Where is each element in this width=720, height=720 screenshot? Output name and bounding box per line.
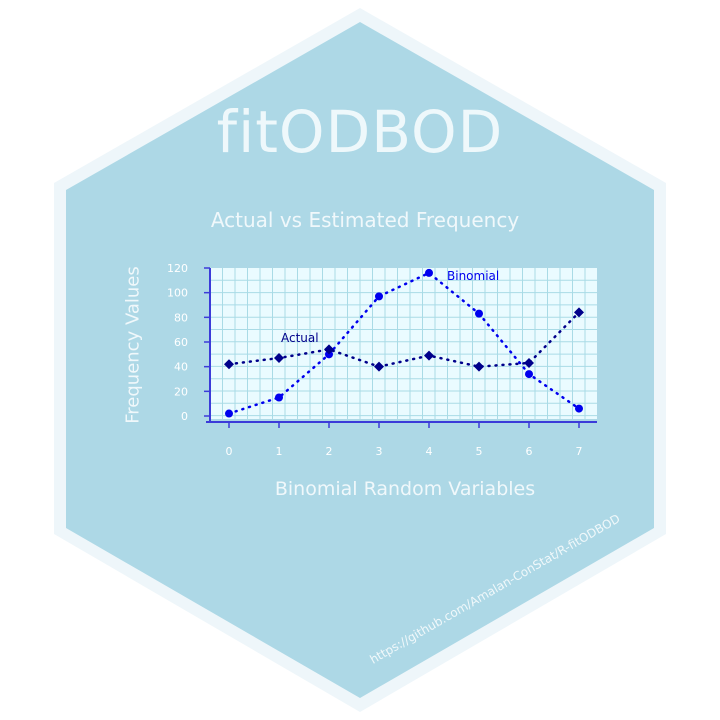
- actual-point: [424, 350, 434, 361]
- frequency-chart: 0 20 40 60 80 100 120 0 1 2 3 4 5 6 7 Actual Binomial: [167, 262, 597, 458]
- binomial-point: [525, 370, 533, 379]
- y-tick-label: 60: [174, 336, 188, 349]
- binomial-point: [475, 309, 483, 318]
- actual-point: [374, 361, 384, 372]
- y-tick-label: 80: [174, 311, 188, 324]
- y-tick-label: 20: [174, 385, 188, 398]
- binomial-series-line: [227, 271, 581, 415]
- x-tick-label: 3: [376, 445, 383, 458]
- x-tick-label: 2: [326, 445, 333, 458]
- y-axis-label: Frequency Values: [122, 266, 144, 424]
- actual-point: [524, 357, 534, 368]
- binomial-series-label: Binomial: [447, 269, 499, 283]
- x-tick-label: 7: [576, 445, 583, 458]
- x-tick-label: 1: [276, 445, 283, 458]
- actual-point: [474, 361, 484, 372]
- y-tick-label: 100: [167, 287, 188, 300]
- x-tick-label: 6: [526, 445, 533, 458]
- grid: [210, 268, 597, 419]
- x-tick-label: 4: [426, 445, 433, 458]
- actual-point: [274, 353, 284, 364]
- binomial-point: [425, 268, 433, 277]
- actual-point: [574, 307, 584, 318]
- y-tick-label: 40: [174, 361, 188, 374]
- y-tick-label: 120: [167, 262, 188, 275]
- binomial-point: [225, 409, 233, 418]
- sticker-title: fitODBOD: [216, 98, 504, 166]
- actual-point: [324, 344, 334, 355]
- plot-area: [210, 268, 597, 419]
- chart-title: Actual vs Estimated Frequency: [210, 208, 520, 232]
- x-axis-label: Binomial Random Variables: [274, 478, 536, 500]
- x-tick-label: 0: [226, 445, 233, 458]
- actual-point: [224, 359, 234, 370]
- binomial-point: [575, 404, 583, 413]
- actual-series-label: Actual: [281, 331, 319, 345]
- binomial-point: [375, 292, 383, 301]
- x-tick-label: 5: [476, 445, 483, 458]
- binomial-point: [275, 393, 283, 402]
- y-tick-label: 0: [181, 410, 188, 423]
